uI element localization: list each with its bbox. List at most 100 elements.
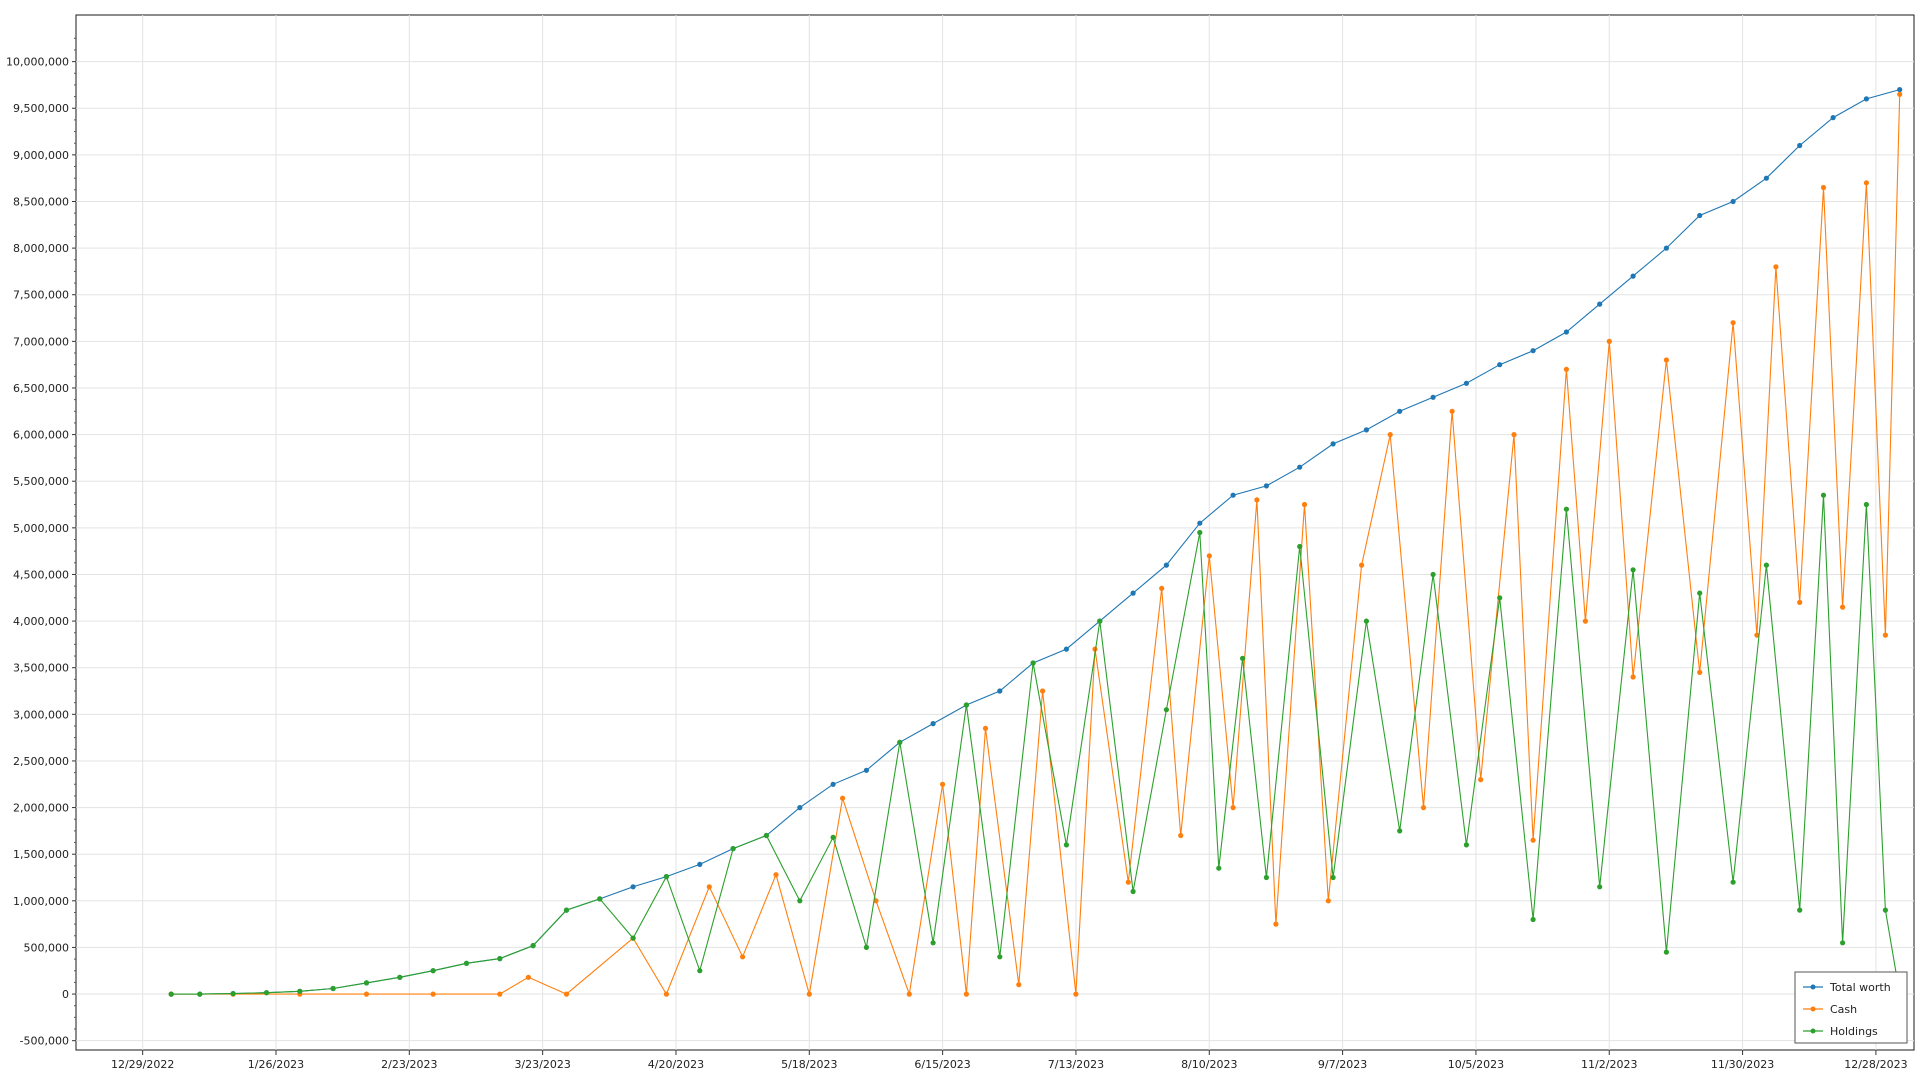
data-point-cash [1606, 338, 1612, 344]
data-point-cash [1511, 432, 1517, 438]
data-point-holdings [763, 832, 770, 839]
data-point-cash [773, 872, 779, 878]
data-point-total-worth [1297, 464, 1303, 470]
data-point-cash [1820, 184, 1827, 191]
data-point-cash [1040, 688, 1046, 694]
data-point-cash [1478, 777, 1484, 783]
data-point-total-worth [1663, 245, 1669, 251]
legend-marker-total-worth [1810, 984, 1816, 990]
data-point-cash [940, 781, 946, 787]
data-point-cash [1449, 408, 1455, 414]
data-point-holdings [563, 907, 570, 913]
data-point-cash [1773, 264, 1779, 270]
y-tick-label: 500,000 [24, 941, 70, 954]
data-point-cash [1630, 674, 1636, 680]
data-point-holdings [663, 874, 670, 880]
data-point-total-worth [1397, 408, 1403, 414]
data-point-cash [1016, 982, 1022, 988]
data-point-cash [982, 725, 989, 731]
y-tick-label: 7,500,000 [13, 289, 69, 302]
data-point-holdings [1630, 567, 1636, 573]
data-point-total-worth [1697, 212, 1703, 219]
data-point-holdings [1797, 907, 1803, 913]
data-point-holdings [863, 944, 870, 951]
data-point-holdings [897, 739, 903, 745]
data-point-holdings [1297, 543, 1303, 550]
y-tick-label: 7,000,000 [13, 335, 69, 348]
data-point-holdings [463, 960, 470, 966]
y-tick-label: 1,000,000 [13, 895, 69, 908]
data-point-cash [963, 991, 970, 997]
y-tick-label: 5,500,000 [13, 475, 69, 488]
data-point-holdings [1463, 842, 1469, 848]
data-point-cash [1563, 366, 1569, 372]
data-point-total-worth [1730, 198, 1736, 205]
data-point-cash [1882, 632, 1888, 638]
legend-marker-cash [1810, 1006, 1816, 1012]
legend-label-cash: Cash [1830, 1003, 1857, 1016]
data-point-cash [706, 884, 712, 890]
data-point-holdings [930, 940, 936, 946]
data-point-cash [1359, 562, 1365, 568]
legend-label-holdings: Holdings [1830, 1025, 1878, 1038]
data-point-cash [563, 991, 570, 997]
data-point-cash [1582, 618, 1588, 624]
data-point-cash [1863, 180, 1869, 186]
data-point-holdings [168, 991, 174, 997]
plot-frame [75, 14, 1915, 1051]
data-point-total-worth [1530, 348, 1536, 354]
data-point-total-worth [1430, 394, 1436, 400]
data-point-cash [430, 991, 436, 997]
y-tick-label: 8,500,000 [13, 195, 69, 208]
data-point-holdings [1840, 940, 1846, 946]
series-layer [168, 87, 1903, 997]
data-point-holdings [1063, 842, 1069, 848]
y-tick-label: 4,500,000 [13, 568, 69, 581]
y-tick-label: 5,000,000 [13, 522, 69, 535]
data-point-holdings [1130, 888, 1136, 895]
legend-label-total-worth: Total worth [1829, 981, 1891, 994]
x-tick-label: 9/7/2023 [1318, 1058, 1367, 1071]
x-tick-label: 2/23/2023 [381, 1058, 437, 1071]
data-point-holdings [1663, 949, 1669, 955]
data-point-total-worth [1563, 329, 1569, 335]
data-point-total-worth [1263, 483, 1269, 489]
data-point-cash [1697, 669, 1703, 676]
data-point-holdings [730, 846, 736, 852]
x-tick-label: 3/23/2023 [514, 1058, 570, 1071]
series-cash [168, 91, 1903, 997]
data-point-holdings [297, 988, 303, 994]
data-point-cash [1840, 604, 1846, 610]
series-holdings [168, 492, 1903, 997]
data-point-cash [1178, 832, 1184, 839]
legend-item-cash: Cash [1803, 1003, 1857, 1016]
data-point-total-worth [1897, 87, 1903, 93]
data-point-holdings [697, 968, 703, 974]
legend-marker-holdings [1810, 1028, 1816, 1034]
data-point-cash [1387, 432, 1393, 438]
x-axis: 12/29/2022 1/26/2023 2/23/2023 3/23/2023 4/2… [111, 1050, 1908, 1071]
data-point-total-worth [1763, 175, 1769, 181]
data-point-cash [525, 974, 532, 980]
data-point-cash [1663, 357, 1669, 363]
data-point-cash [663, 991, 670, 997]
y-tick-label: -500,000 [20, 1035, 69, 1048]
data-point-holdings [1216, 865, 1222, 871]
data-point-cash [740, 954, 746, 960]
x-tick-label: 4/20/2023 [648, 1058, 704, 1071]
y-tick-label: 9,500,000 [13, 102, 69, 115]
data-point-total-worth [1230, 492, 1236, 498]
data-point-holdings [1097, 618, 1103, 624]
data-point-cash [1073, 991, 1079, 997]
x-tick-label: 12/29/2022 [111, 1058, 174, 1071]
series-line-holdings [171, 495, 1901, 995]
data-point-cash [497, 991, 503, 997]
data-point-holdings [797, 898, 803, 904]
y-tick-label: 2,000,000 [13, 802, 69, 815]
data-point-holdings [1820, 492, 1827, 498]
grid-lines [76, 15, 1914, 1050]
data-point-cash [1301, 501, 1308, 508]
data-point-holdings [497, 956, 503, 962]
data-point-holdings [1763, 562, 1769, 568]
